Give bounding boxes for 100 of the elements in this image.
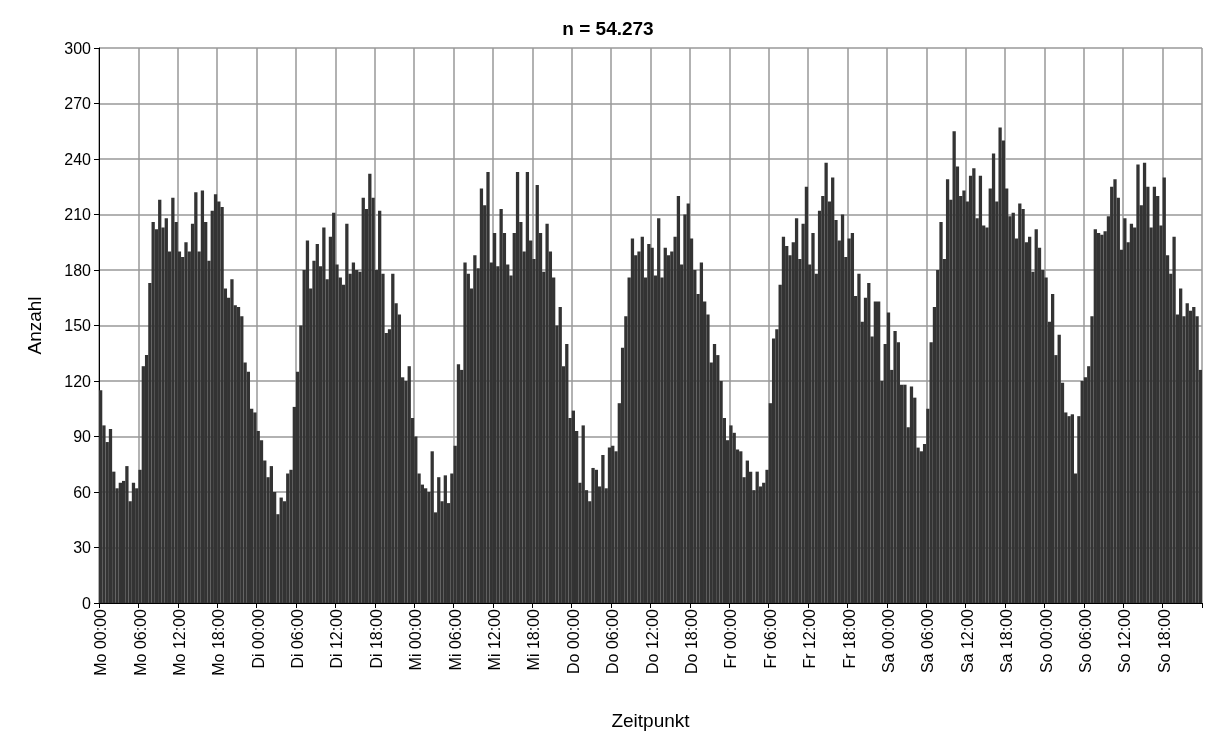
bar [1018,203,1022,603]
bar [699,262,704,603]
bar [601,455,605,603]
bar [525,171,530,603]
bar [535,184,539,603]
bar [200,190,205,603]
bar [1172,236,1176,603]
y-tick-label: 240 [64,150,92,168]
bar [463,262,467,603]
bar [253,412,257,603]
bar [591,467,595,603]
bar [781,236,786,603]
bar [486,171,490,603]
bar [893,331,897,603]
bar [1028,236,1032,603]
bar [1142,162,1147,603]
bar [1185,303,1189,603]
bar [903,384,907,603]
bar [492,233,497,603]
bar [456,364,461,603]
x-tick-label: Sa 00:00 [880,608,897,674]
bar [315,244,319,603]
bar [663,247,667,603]
x-tick-label: Mo 12:00 [170,608,188,676]
bar [840,214,845,603]
bar [1093,229,1097,603]
bar [118,482,122,603]
bar [423,488,428,603]
y-tick-label: 30 [73,539,92,556]
x-tick-label: Mi 06:00 [446,608,464,671]
bar [305,240,310,603]
bar [558,307,562,603]
bar [972,168,976,603]
x-tick-label: Di 00:00 [249,608,267,669]
bar [286,473,290,603]
x-tick-label: Mi 18:00 [525,608,543,671]
y-tick-label: 120 [64,372,92,390]
bar [630,238,635,603]
bar [230,279,234,603]
bar [125,466,129,603]
bar [650,247,654,603]
bar [1129,223,1134,603]
bar [131,482,136,603]
bar [515,171,520,603]
x-tick-label: Mo 00:00 [92,608,110,676]
bar [1100,234,1104,603]
bar [1096,233,1101,603]
bar [184,242,188,603]
bar [1123,218,1127,603]
bar [945,179,950,603]
bar [1152,186,1157,603]
x-tick-label: Di 12:00 [328,608,346,669]
bar [712,344,717,603]
x-tick-label: So 06:00 [1076,608,1094,674]
bar [351,262,356,603]
bar [611,445,615,603]
y-tick-label: 300 [64,39,92,57]
bar [804,186,809,603]
y-axis-title: Anzahl [24,296,45,355]
bar [378,210,382,603]
bar [729,425,733,603]
bar [745,460,749,603]
bar [437,477,441,603]
bar [473,255,477,603]
bar [873,301,878,603]
bar [565,344,569,603]
bar [831,177,835,603]
bar [939,221,943,603]
bar [607,447,612,603]
y-tick-label: 150 [64,317,92,334]
bar [430,451,434,603]
bar [794,218,799,603]
bar [877,301,881,603]
x-tick-label: So 18:00 [1155,608,1173,674]
bar [345,223,349,603]
x-tick-label: Mo 18:00 [210,608,228,676]
x-tick-label: So 12:00 [1116,608,1134,674]
bar [657,218,661,603]
x-tick-label: Sa 18:00 [998,608,1016,674]
bar [739,451,743,603]
bar [998,127,1002,603]
bar [1080,381,1084,603]
bar [158,199,162,603]
bar [171,197,175,603]
bar [479,188,484,603]
bar [499,208,503,603]
bar [368,173,372,603]
bar [236,307,241,603]
x-tick-label: Mi 12:00 [486,608,504,671]
x-tick-label: Di 18:00 [367,608,385,669]
bar [686,203,690,603]
bar [391,273,395,603]
y-tick-label: 210 [64,206,92,223]
bar [886,312,891,603]
bar [850,233,855,603]
bar [1113,179,1117,603]
bar [1179,288,1183,603]
bar [909,386,914,603]
bar [1034,229,1038,603]
bar [279,497,283,603]
